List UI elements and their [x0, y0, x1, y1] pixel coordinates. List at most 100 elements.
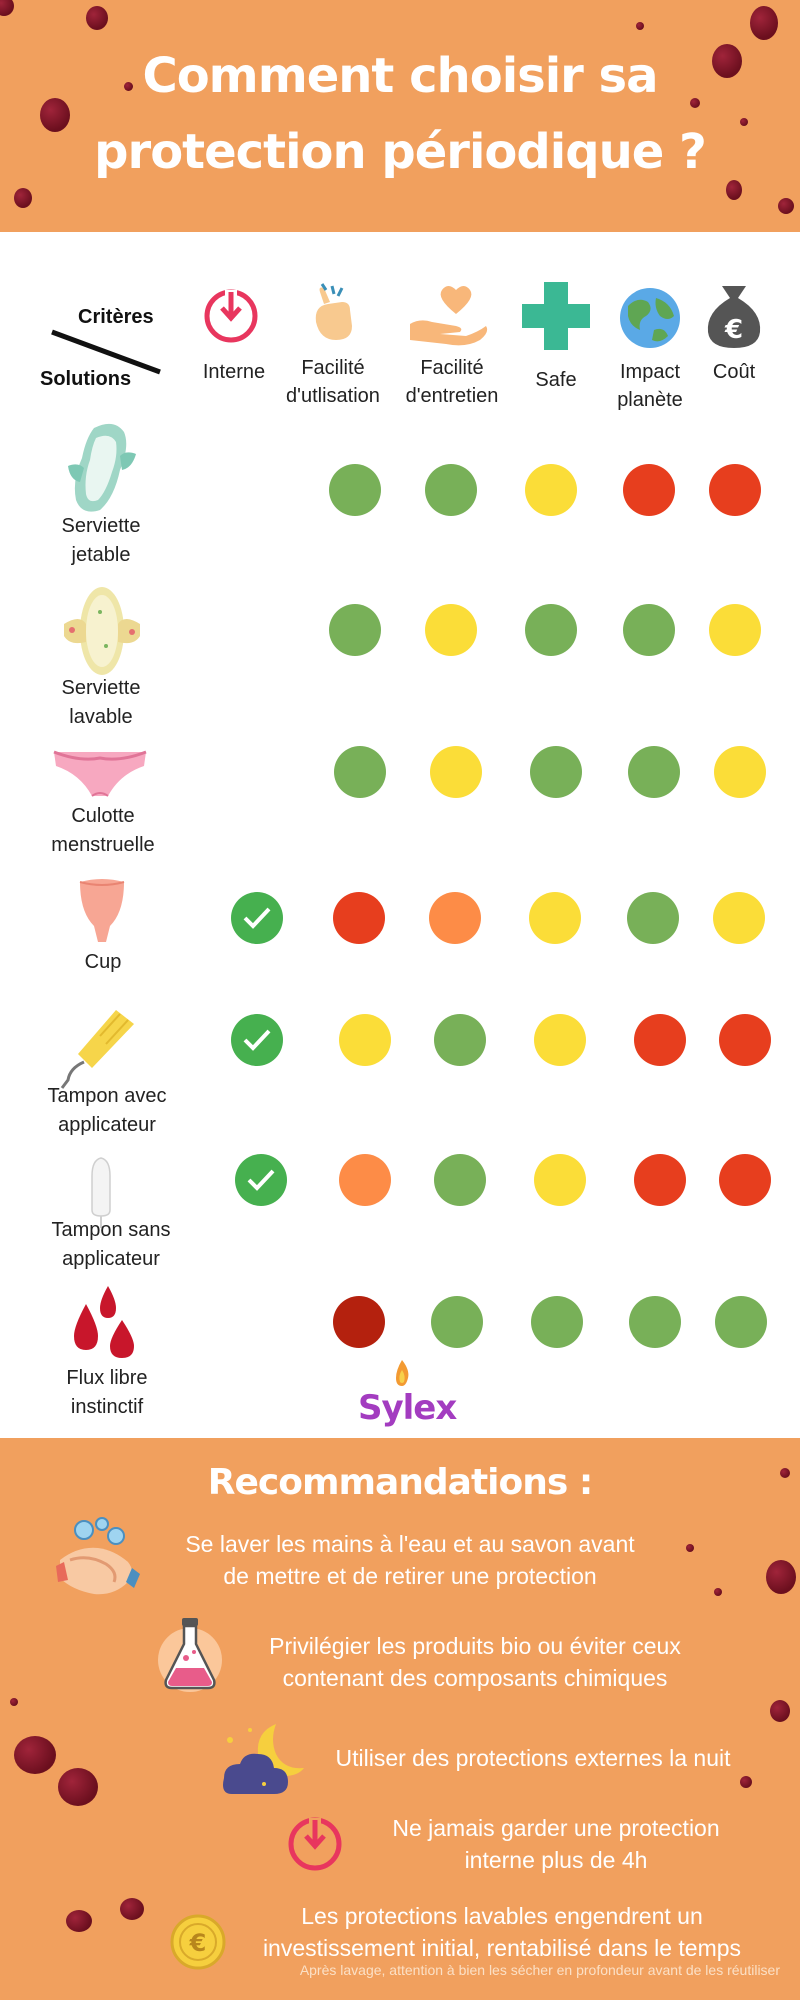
blood-drop-decoration	[14, 1736, 56, 1774]
rating-dot	[333, 1296, 385, 1348]
rating-dot	[534, 1014, 586, 1066]
heart-hand-icon	[410, 286, 488, 346]
cloth-pad-icon	[64, 587, 140, 675]
rating-dot	[425, 604, 477, 656]
rating-dot	[425, 464, 477, 516]
rating-dot	[529, 892, 581, 944]
rating-dot	[629, 1296, 681, 1348]
diagonal-divider	[51, 329, 161, 375]
header-banner: Comment choisir sa protection périodique…	[0, 0, 800, 232]
recommendation-text: Privilégier les produits bio ou éviter c…	[269, 1633, 681, 1691]
check-icon	[231, 1014, 283, 1066]
check-icon	[231, 892, 283, 944]
rating-dot	[339, 1154, 391, 1206]
power-icon	[204, 289, 258, 343]
euro-coin-icon: €	[170, 1914, 226, 1970]
rating-dot	[329, 604, 381, 656]
blood-drop-decoration	[58, 1768, 98, 1806]
rating-dot	[714, 746, 766, 798]
solution-cup: Cup	[84, 951, 122, 973]
rating-dot	[333, 892, 385, 944]
blood-drop-decoration	[120, 1898, 144, 1920]
rating-dot	[334, 746, 386, 798]
solution-culotte-menstruelle: Culotte menstruelle	[51, 805, 155, 856]
recommendation-text: Se laver les mains à l'eau et au savon a…	[185, 1531, 635, 1589]
flame-icon	[396, 1360, 409, 1386]
recommendations-section	[0, 1438, 800, 2000]
blood-drop-decoration	[740, 118, 748, 126]
blood-drop-decoration	[770, 1700, 790, 1722]
page-title-line1: Comment choisir sa	[142, 48, 658, 104]
criteria-label: Critères	[78, 306, 154, 328]
euro-bag-icon: €	[707, 286, 761, 348]
panty-icon	[53, 750, 147, 797]
solution-flux-libre-instinctif: Flux libre instinctif	[66, 1367, 148, 1418]
rating-dot	[430, 746, 482, 798]
rating-dot	[429, 892, 481, 944]
rating-dot	[434, 1014, 486, 1066]
rating-dot	[709, 464, 761, 516]
recommendation-text: Ne jamais garder une protection interne …	[392, 1815, 720, 1873]
rating-dot	[709, 604, 761, 656]
svg-text:€: €	[724, 315, 743, 345]
cup-icon	[79, 879, 125, 942]
blood-drop-decoration	[778, 198, 794, 214]
power-icon	[288, 1817, 342, 1871]
rating-dot	[719, 1014, 771, 1066]
rating-dot	[623, 604, 675, 656]
rating-dot	[623, 464, 675, 516]
tampon-applicator-icon	[60, 1010, 134, 1089]
blood-drop-decoration	[780, 1468, 790, 1478]
rating-dot	[525, 604, 577, 656]
blood-drop-decoration	[86, 6, 108, 30]
flask-icon	[158, 1618, 222, 1692]
solution-tampon-sans-applicateur: Tampon sans applicateur	[51, 1219, 171, 1270]
rating-dot	[531, 1296, 583, 1348]
hand-washing-icon	[56, 1517, 140, 1595]
blood-drop-decoration	[750, 6, 778, 40]
moon-cloud-icon	[223, 1724, 304, 1794]
blood-drop-decoration	[690, 98, 700, 108]
recommendation-text: Les protections lavables engendrent un i…	[262, 1903, 742, 1961]
recommendation-footnote: Après lavage, attention à bien les séche…	[299, 1962, 780, 1978]
rating-dot	[431, 1296, 483, 1348]
criteria-safe: Safe	[535, 369, 577, 391]
blood-drop-decoration	[124, 82, 133, 91]
solutions-label: Solutions	[40, 368, 132, 390]
check-icon	[235, 1154, 287, 1206]
blood-drop-decoration	[0, 0, 14, 16]
blood-drop-decoration	[636, 22, 644, 30]
rating-dot	[719, 1154, 771, 1206]
solution-serviette-lavable: Serviette lavable	[61, 677, 141, 728]
criteria-cout: Coût	[712, 361, 756, 383]
criteria-facilite-utilisation: Facilité d'utlisation	[286, 357, 380, 407]
blood-drop-decoration	[10, 1698, 18, 1706]
blood-drop-decoration	[712, 44, 742, 78]
rating-dot	[715, 1296, 767, 1348]
page-title-line2: protection périodique ?	[94, 124, 707, 180]
recommendation-text: Utiliser des protections externes la nui…	[335, 1745, 731, 1771]
blood-drop-decoration	[726, 180, 742, 200]
hand-snap-icon	[315, 283, 352, 340]
rating-dot	[329, 464, 381, 516]
medical-cross-icon	[522, 282, 590, 350]
criteria-impact-planete: Impact planète	[617, 361, 683, 411]
criteria-facilite-entretien: Facilité d'entretien	[405, 357, 499, 407]
svg-text:€: €	[189, 1929, 207, 1957]
blood-drop-decoration	[740, 1776, 752, 1788]
rating-dot	[534, 1154, 586, 1206]
rating-dot	[525, 464, 577, 516]
sylex-logo: Sylex	[358, 1388, 457, 1428]
rating-dot	[634, 1014, 686, 1066]
blood-drop-decoration	[766, 1560, 796, 1594]
blood-drop-decoration	[14, 188, 32, 208]
solution-serviette-jetable: Serviette jetable	[61, 515, 141, 566]
blood-drop-decoration	[686, 1544, 694, 1552]
rating-dot	[713, 892, 765, 944]
rating-dot	[434, 1154, 486, 1206]
blood-drop-decoration	[714, 1588, 722, 1596]
criteria-interne: Interne	[202, 361, 266, 383]
rating-dot	[339, 1014, 391, 1066]
blood-drop-decoration	[40, 98, 70, 132]
